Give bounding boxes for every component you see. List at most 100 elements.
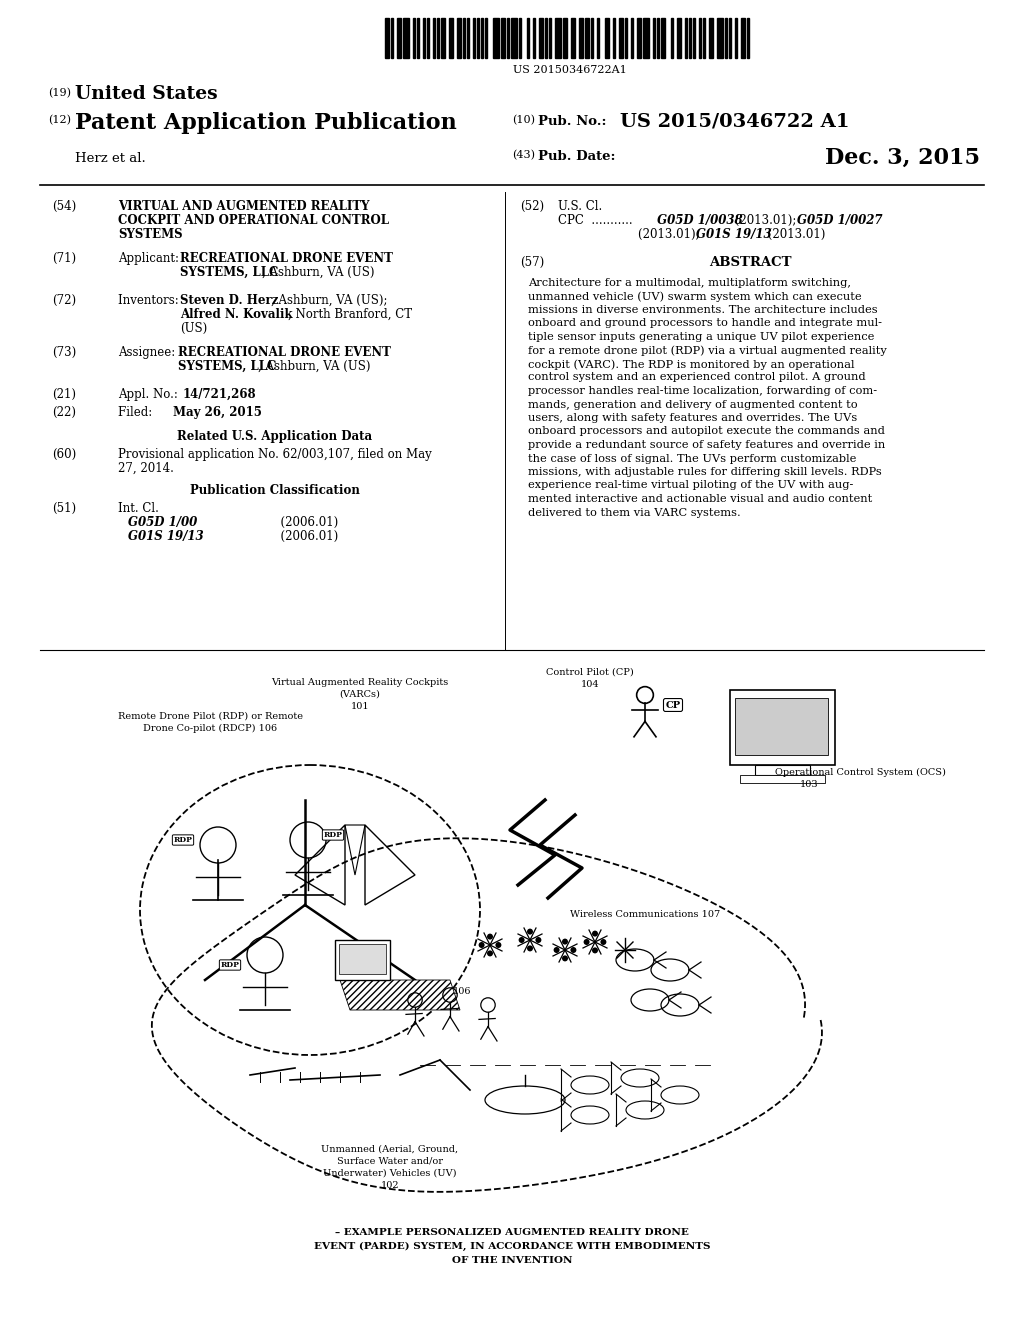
Text: G05D 1/00: G05D 1/00: [128, 516, 198, 529]
Text: G05D 1/0027: G05D 1/0027: [797, 214, 883, 227]
Text: CPC  ...........: CPC ...........: [558, 214, 633, 227]
Bar: [717, 18, 723, 58]
Text: (60): (60): [52, 447, 76, 461]
Text: U.S. Cl.: U.S. Cl.: [558, 201, 602, 213]
Text: 106: 106: [453, 987, 471, 997]
Text: – EXAMPLE PERSONALIZED AUGMENTED REALITY DRONE: – EXAMPLE PERSONALIZED AUGMENTED REALITY…: [335, 1228, 689, 1237]
Circle shape: [570, 946, 577, 953]
Text: 101: 101: [350, 702, 370, 711]
Text: Dec. 3, 2015: Dec. 3, 2015: [825, 147, 980, 169]
Text: Virtual Augmented Reality Cockpits: Virtual Augmented Reality Cockpits: [271, 678, 449, 686]
Text: (2006.01): (2006.01): [243, 516, 338, 529]
Text: Wireless Communications 107: Wireless Communications 107: [570, 909, 720, 919]
Text: cockpit (VARC). The RDP is monitored by an operational: cockpit (VARC). The RDP is monitored by …: [528, 359, 854, 370]
Text: for a remote drone pilot (RDP) via a virtual augmented reality: for a remote drone pilot (RDP) via a vir…: [528, 346, 887, 356]
Bar: [729, 18, 731, 58]
Bar: [397, 18, 401, 58]
Circle shape: [562, 939, 568, 945]
Text: Filed:: Filed:: [118, 407, 178, 418]
Text: Unmanned (Aerial, Ground,: Unmanned (Aerial, Ground,: [322, 1144, 459, 1154]
Text: SYSTEMS, LLC: SYSTEMS, LLC: [178, 360, 276, 374]
Text: Architecture for a multimodal, multiplatform switching,: Architecture for a multimodal, multiplat…: [528, 279, 851, 288]
Bar: [703, 18, 705, 58]
Bar: [339, 944, 386, 974]
Text: (10): (10): [512, 115, 535, 125]
Text: (US): (US): [180, 322, 207, 335]
Bar: [539, 18, 543, 58]
Circle shape: [592, 948, 598, 953]
Bar: [662, 18, 665, 58]
Text: Control Pilot (CP): Control Pilot (CP): [546, 668, 634, 677]
Circle shape: [487, 950, 493, 957]
Circle shape: [584, 939, 590, 945]
Bar: [449, 18, 453, 58]
Bar: [555, 18, 561, 58]
Bar: [403, 18, 409, 58]
Text: users, along with safety features and overrides. The UVs: users, along with safety features and ov…: [528, 413, 857, 422]
Text: May 26, 2015: May 26, 2015: [173, 407, 262, 418]
Text: experience real-time virtual piloting of the UV with aug-: experience real-time virtual piloting of…: [528, 480, 853, 491]
Text: (19): (19): [48, 88, 71, 98]
Text: (22): (22): [52, 407, 76, 418]
Text: missions, with adjustable rules for differing skill levels. RDPs: missions, with adjustable rules for diff…: [528, 467, 882, 477]
Text: Steven D. Herz: Steven D. Herz: [180, 294, 279, 308]
Text: ABSTRACT: ABSTRACT: [709, 256, 792, 269]
Circle shape: [478, 942, 484, 948]
Text: Herz et al.: Herz et al.: [75, 152, 145, 165]
Bar: [755, 766, 810, 775]
Text: SYSTEMS: SYSTEMS: [118, 228, 182, 242]
Text: Drone Co-pilot (RDCP) 106: Drone Co-pilot (RDCP) 106: [143, 723, 278, 733]
Bar: [605, 18, 609, 58]
Text: Operational Control System (OCS): Operational Control System (OCS): [775, 768, 946, 777]
Bar: [549, 18, 551, 58]
Text: , Ashburn, VA (US);: , Ashburn, VA (US);: [271, 294, 387, 308]
Text: mands, generation and delivery of augmented content to: mands, generation and delivery of augmen…: [528, 400, 858, 409]
Text: (72): (72): [52, 294, 76, 308]
Text: (2013.01);: (2013.01);: [638, 228, 703, 242]
Text: (54): (54): [52, 201, 76, 213]
Bar: [699, 18, 701, 58]
Bar: [571, 18, 575, 58]
Bar: [501, 18, 505, 58]
Text: Patent Application Publication: Patent Application Publication: [75, 112, 457, 135]
Circle shape: [536, 937, 542, 942]
Text: US 2015/0346722 A1: US 2015/0346722 A1: [620, 112, 850, 129]
Circle shape: [496, 942, 502, 948]
Text: Surface Water and/or: Surface Water and/or: [337, 1158, 443, 1166]
Circle shape: [592, 931, 598, 937]
Bar: [441, 18, 445, 58]
Bar: [563, 18, 567, 58]
Bar: [741, 18, 745, 58]
Text: (51): (51): [52, 502, 76, 515]
Text: 27, 2014.: 27, 2014.: [118, 462, 174, 475]
Circle shape: [554, 946, 559, 953]
Bar: [657, 18, 659, 58]
Text: RDP: RDP: [324, 832, 342, 840]
Text: 103: 103: [800, 780, 818, 789]
Bar: [427, 18, 429, 58]
Text: G01S 19/13: G01S 19/13: [128, 531, 204, 543]
Text: US 20150346722A1: US 20150346722A1: [513, 65, 627, 75]
Text: mented interactive and actionable visual and audio content: mented interactive and actionable visual…: [528, 494, 872, 504]
Text: , Ashburn, VA (US): , Ashburn, VA (US): [258, 360, 371, 374]
Text: RDP: RDP: [173, 836, 193, 843]
Text: tiple sensor inputs generating a unique UV pilot experience: tiple sensor inputs generating a unique …: [528, 333, 874, 342]
Bar: [625, 18, 627, 58]
Circle shape: [562, 956, 568, 961]
Text: Related U.S. Application Data: Related U.S. Application Data: [177, 430, 373, 444]
Bar: [467, 18, 469, 58]
Bar: [653, 18, 655, 58]
Text: (43): (43): [512, 150, 535, 160]
Text: Pub. No.:: Pub. No.:: [538, 115, 606, 128]
Bar: [709, 18, 713, 58]
Bar: [730, 690, 835, 766]
Bar: [437, 18, 439, 58]
Text: Applicant:: Applicant:: [118, 252, 186, 265]
Text: CP: CP: [666, 701, 681, 710]
Bar: [335, 940, 390, 979]
Bar: [457, 18, 461, 58]
Text: onboard and ground processors to handle and integrate mul-: onboard and ground processors to handle …: [528, 318, 882, 329]
Bar: [677, 18, 681, 58]
Text: , Ashburn, VA (US): , Ashburn, VA (US): [262, 267, 375, 279]
Bar: [433, 18, 435, 58]
